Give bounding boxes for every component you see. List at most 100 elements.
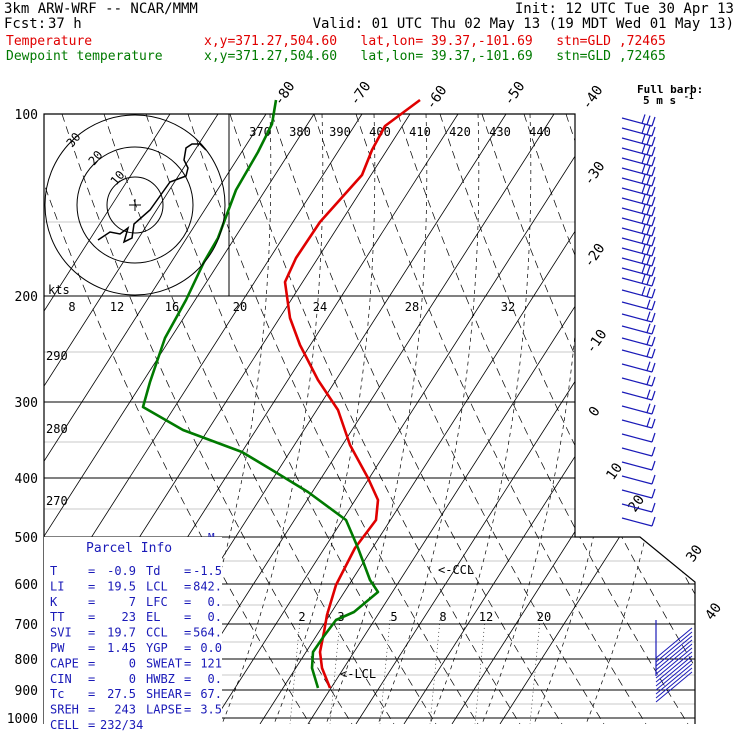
parcel-value: 23 [122,610,136,624]
moist-adiabat-label: 8 [68,300,75,314]
wind-barb [621,134,656,147]
wind-barb-flag [646,195,651,205]
parcel-key: LCL [146,579,168,593]
pressure-tick-label: 1000 [7,712,38,727]
parcel-eq: = [184,703,191,717]
theta-label: 380 [289,125,311,139]
moist-adiabat-label: 28 [405,300,419,314]
wind-barb-flag [641,264,646,274]
wind-barb [621,460,656,471]
wind-barb-flag [651,288,656,299]
isotherm [44,114,171,724]
parcel-value: 67. [200,687,222,701]
wind-barb-flag [641,234,646,244]
isotherm-label: -20 [581,241,609,271]
legend-temperature-info: x,y=371.27,504.60 lat,lon= 39.37,-101.69… [204,34,666,49]
isotherm [499,114,695,724]
wind-barb [621,244,656,257]
wind-barb-flag [651,362,656,373]
mixing-ratio-label: 20 [537,610,551,624]
legend-dewpoint-name: Dewpoint temperature [6,49,163,64]
isotherm [44,114,315,724]
wind-barb [621,502,656,513]
wind-barb-flag [651,216,656,227]
isotherm [307,114,695,724]
wind-legend-title: Full barb: [637,83,703,96]
moist-adiabat [221,114,324,724]
wind-barb [621,347,656,359]
pressure-tick-label: 700 [15,618,38,633]
parcel-key: YGP [146,641,168,655]
wind-barb-flag [651,390,656,401]
wind-barb-staff [621,489,653,499]
legend-temperature-name: Temperature [6,34,93,49]
wind-barb-low [655,635,693,667]
wind-barb-flag [646,225,651,235]
dry-adiabat-label: 270 [46,494,68,508]
wind-barb-flag [651,196,656,207]
wind-barb-flag [651,246,656,257]
mixing-ratio-label: 5 [390,610,397,624]
wind-barb-staff [621,475,653,485]
wind-barb-flag [651,136,656,147]
valid-time: Valid: 01 UTC Thu 02 May 13 (19 MDT Wed … [312,16,734,32]
wind-barb [621,432,656,443]
isotherm-label: -70 [347,79,375,109]
isotherm-label: -30 [581,159,609,189]
wind-barb-flag [641,204,646,214]
parcel-value: 19.7 [107,626,136,640]
dry-adiabat-label: 280 [46,422,68,436]
wind-barb-flag [646,215,651,225]
wind-barb [621,124,656,137]
wind-barb-flag [646,375,651,385]
parcel-value: 7 [129,595,136,609]
wind-barb-flag [646,115,651,125]
wind-barb-low [655,663,693,695]
isotherm-label: -40 [579,83,607,113]
temperature-line [283,98,421,689]
parcel-value: 0. [208,595,222,609]
wind-barb-flag [651,488,656,499]
wind-barb-flag [641,174,646,184]
pressure-tick-label: 800 [15,653,38,668]
wind-barb-staff [621,461,653,471]
wind-barb-staff [621,503,653,513]
wind-barb-flag [651,166,656,177]
wind-barb-flag [651,446,656,457]
wind-barb-low [655,627,693,659]
parcel-key: SHEAR [146,687,183,701]
parcel-value: 564. [193,626,222,640]
pressure-tick-label: 900 [15,684,38,699]
chart-frame [43,113,696,724]
wind-barb-flag [651,516,656,527]
wind-barb [621,417,656,429]
hodograph-ring [44,114,226,296]
wind-barb-flag [651,324,656,335]
wind-barb-flag [651,176,656,187]
parcel-eq: = [184,564,191,578]
wind-barb-flag [646,323,651,333]
parcel-value: 19.5 [107,579,136,593]
isotherm-label: -60 [423,83,451,113]
parcel-value: -1.5 [193,564,222,578]
hodograph-ring-label: 20 [86,148,106,168]
isotherm-label: -50 [501,79,529,109]
wind-barb-flag [651,432,656,443]
isotherm [211,114,603,724]
wind-barb [621,234,656,247]
wind-barb-flag [646,155,651,165]
moist-adiabat [585,114,688,724]
parcel-key: Td [146,564,160,578]
mixing-ratio-label: 8 [439,610,446,624]
isotherm [44,114,363,724]
wind-barb-flag [646,361,651,371]
parcel-eq: = [88,656,95,670]
wind-barb-flag [646,135,651,145]
theta-label: 430 [489,125,511,139]
moist-adiabat-label: 12 [110,300,124,314]
wind-barb-low [655,647,693,679]
dry-adiabat [271,114,563,724]
wind-barb-flag [651,116,656,127]
moist-adiabat [481,114,584,724]
wind-barb [621,488,656,499]
